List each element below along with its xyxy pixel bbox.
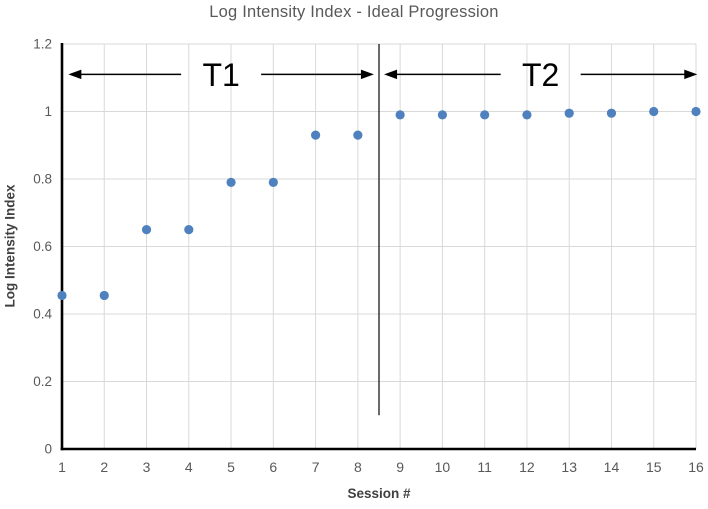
y-tick-label: 0.2 [33, 374, 52, 389]
x-tick-label: 3 [143, 459, 151, 475]
x-tick-label: 9 [396, 459, 404, 475]
phase-label: T2 [522, 57, 559, 93]
x-tick-label: 16 [688, 459, 704, 475]
data-point [141, 225, 152, 235]
y-tick-label: 0.4 [33, 307, 52, 322]
arrowhead-left-icon [384, 69, 398, 80]
data-point [480, 110, 490, 120]
data-point [99, 290, 109, 301]
arrowhead-left-icon [68, 69, 82, 80]
y-tick-label: 0 [44, 442, 52, 457]
data-point [395, 110, 405, 120]
data-point [564, 108, 574, 118]
data-point [691, 106, 701, 117]
data-point [353, 130, 363, 140]
x-tick-label: 8 [354, 459, 362, 475]
data-point [606, 108, 617, 118]
data-point [522, 110, 532, 120]
phase-label: T1 [202, 57, 239, 93]
x-axis-title: Session # [347, 486, 411, 501]
x-tick-label: 15 [646, 459, 662, 475]
x-tick-label: 11 [477, 459, 492, 475]
y-tick-label: 1 [44, 104, 52, 119]
x-tick-label: 1 [58, 459, 66, 475]
x-tick-label: 6 [269, 459, 277, 475]
y-tick-label: 0.8 [33, 172, 52, 187]
data-point [437, 110, 447, 120]
data-point [268, 177, 278, 187]
data-point [184, 225, 194, 235]
y-tick-label: 1.2 [33, 37, 52, 52]
x-tick-label: 2 [100, 459, 108, 475]
data-point [649, 106, 659, 117]
x-tick-label: 14 [604, 459, 620, 475]
x-tick-label: 7 [312, 459, 320, 475]
arrowhead-right-icon [684, 69, 698, 80]
x-tick-label: 13 [561, 459, 577, 475]
arrowhead-right-icon [360, 69, 374, 80]
chart-title: Log Intensity Index - Ideal Progression [209, 3, 499, 21]
x-tick-label: 12 [519, 459, 535, 475]
data-point [57, 290, 67, 301]
x-tick-label: 5 [227, 459, 235, 475]
data-point [311, 130, 321, 140]
x-tick-label: 4 [185, 459, 193, 475]
data-point [226, 177, 236, 187]
x-tick-label: 10 [435, 459, 451, 475]
y-tick-label: 0.6 [33, 239, 52, 254]
